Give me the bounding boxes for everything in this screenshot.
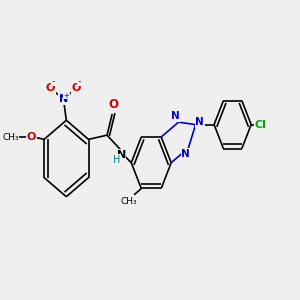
Text: -: - bbox=[77, 76, 81, 86]
Text: Cl: Cl bbox=[254, 120, 266, 130]
Text: N: N bbox=[196, 118, 204, 128]
Text: CH₃: CH₃ bbox=[120, 197, 137, 206]
Text: -: - bbox=[52, 76, 55, 86]
Text: N: N bbox=[117, 150, 126, 160]
Text: +: + bbox=[64, 93, 69, 99]
Text: O: O bbox=[72, 83, 81, 93]
Text: N: N bbox=[59, 94, 68, 104]
Text: O: O bbox=[27, 132, 36, 142]
Text: N: N bbox=[181, 149, 190, 159]
Text: N: N bbox=[171, 111, 180, 121]
Text: CH₃: CH₃ bbox=[2, 133, 19, 142]
Text: H: H bbox=[113, 155, 120, 165]
Text: O: O bbox=[108, 98, 118, 111]
Text: O: O bbox=[46, 83, 55, 93]
